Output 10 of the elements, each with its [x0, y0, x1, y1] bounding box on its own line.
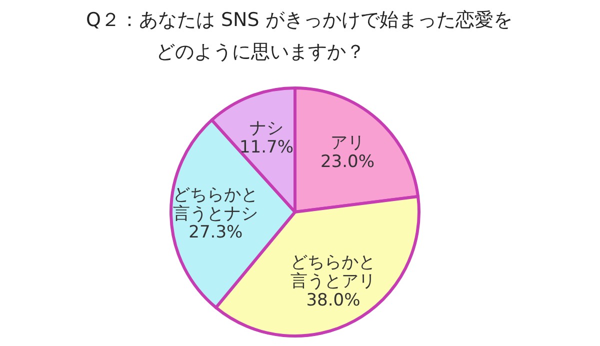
- data-label: 11.7%: [239, 137, 294, 158]
- slice-label: ナシ: [249, 118, 284, 138]
- slice-label: どちらかと言うとナシ: [173, 184, 258, 224]
- data-label: 23.0%: [320, 152, 374, 172]
- data-label: 38.0%: [306, 290, 360, 311]
- slice-label: どちらかと言うとアリ: [290, 252, 376, 292]
- data-label: 27.3%: [188, 222, 243, 243]
- chart-title: Q２：あなたは SNS がきっかけで始まった恋愛を: [86, 9, 512, 31]
- slice-label: アリ: [330, 132, 364, 153]
- chart-subtitle: どのように思いますか？: [156, 41, 365, 63]
